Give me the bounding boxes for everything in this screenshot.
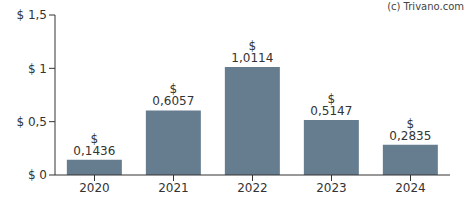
svg-text:2021: 2021	[158, 181, 189, 195]
svg-text:$0,6057: $0,6057	[152, 82, 194, 108]
svg-text:2024: 2024	[395, 181, 426, 195]
svg-text:2022: 2022	[237, 181, 268, 195]
svg-text:$0,5147: $0,5147	[310, 92, 352, 118]
svg-text:$ 0: $ 0	[28, 168, 47, 182]
svg-text:$ 0,5: $ 0,5	[16, 115, 47, 129]
svg-text:$ 1: $ 1	[28, 62, 47, 76]
svg-text:$0,2835: $0,2835	[389, 117, 431, 143]
svg-text:2023: 2023	[316, 181, 347, 195]
svg-text:$1,0114: $1,0114	[231, 39, 273, 65]
svg-text:$ 1,5: $ 1,5	[16, 8, 47, 22]
svg-text:2020: 2020	[79, 181, 110, 195]
svg-text:$0,1436: $0,1436	[73, 132, 115, 158]
html-text:(c) Trivano.com: (c) Trivano.com	[387, 1, 464, 12]
